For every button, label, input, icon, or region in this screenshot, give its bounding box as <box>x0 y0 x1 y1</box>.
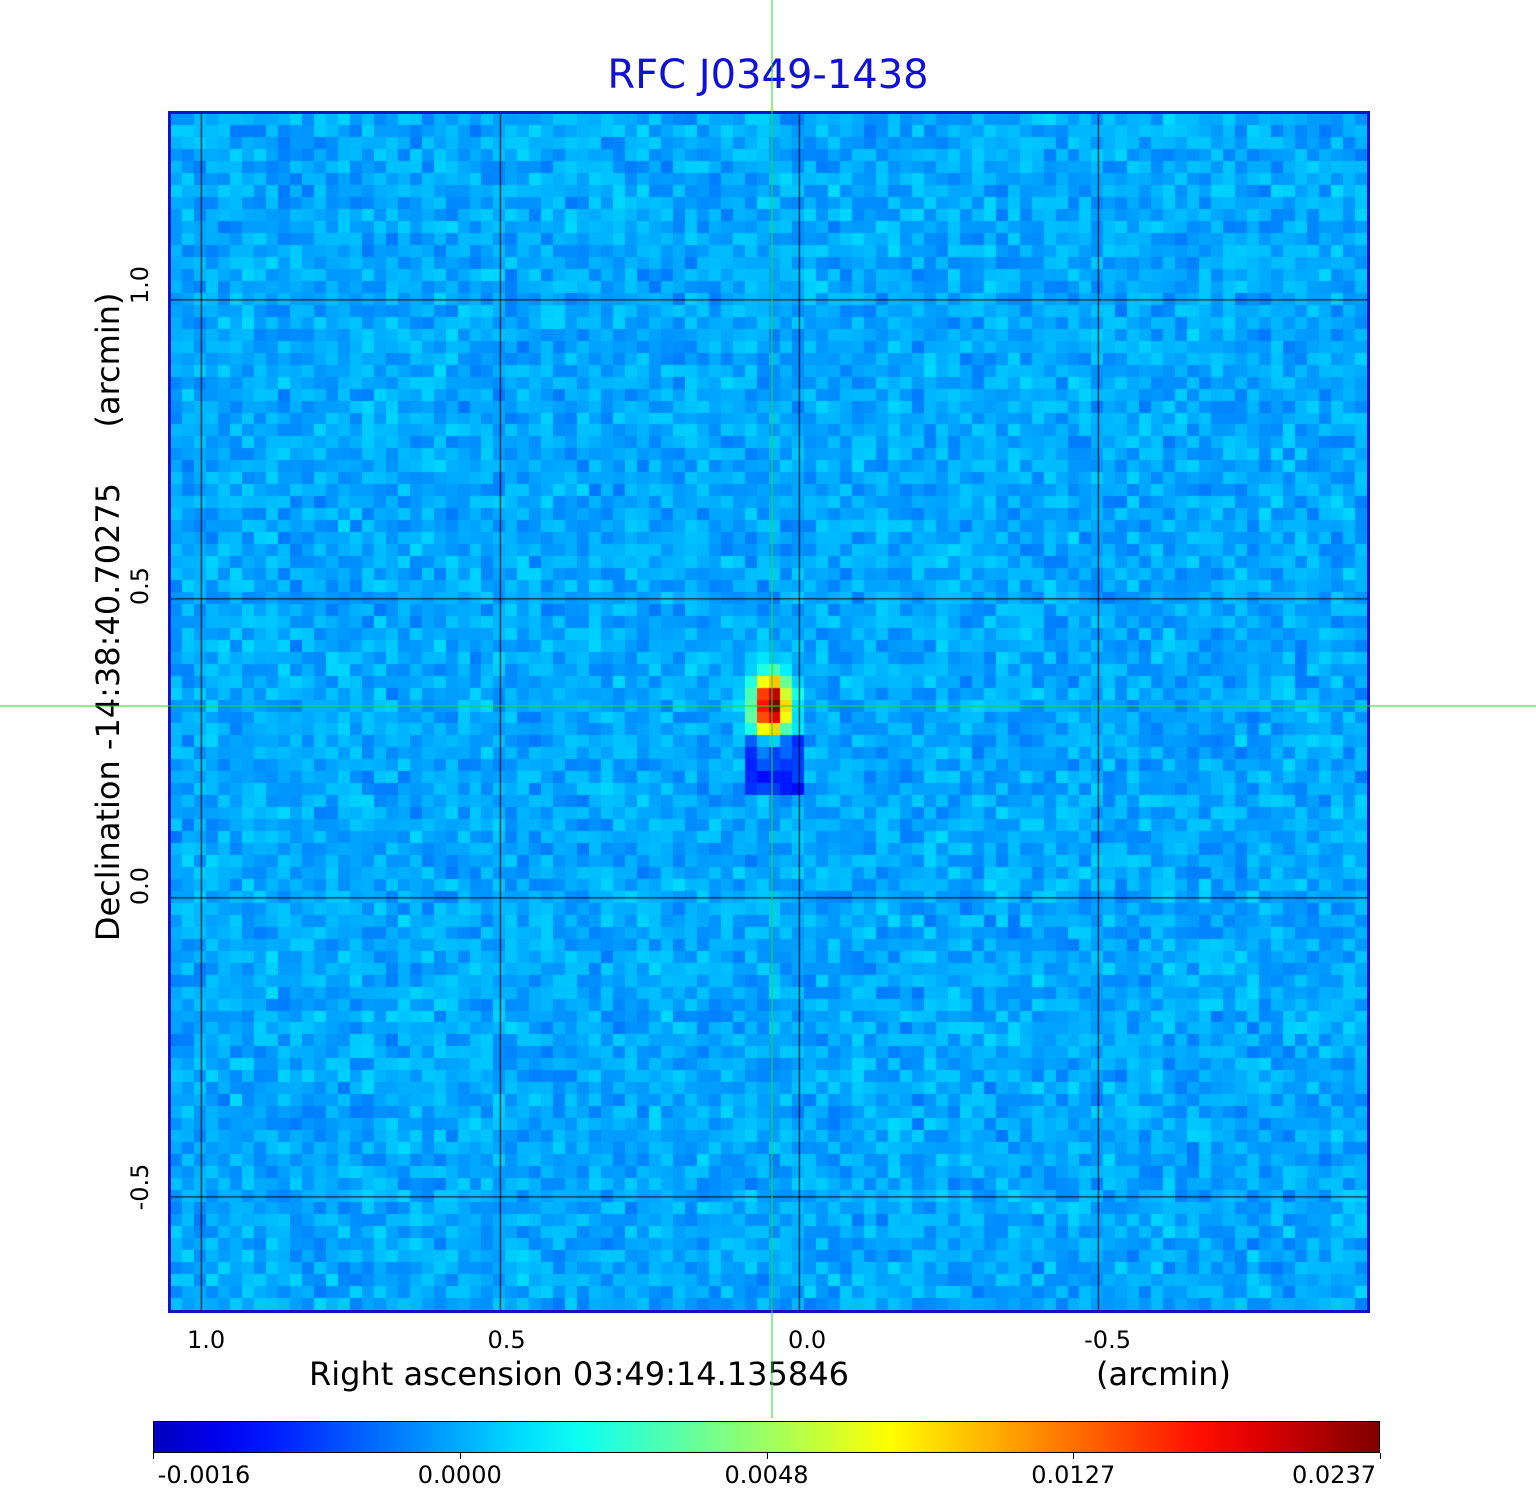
colorbar-tick-label: 0.0000 <box>417 1461 502 1489</box>
x-tick-label: 1.0 <box>186 1326 226 1354</box>
y-axis-unit: (arcmin) <box>89 292 127 428</box>
x-tick-label: 0.0 <box>787 1326 827 1354</box>
colorbar-tick-label: -0.0016 <box>157 1461 251 1489</box>
y-axis-label: Declination -14:38:40.70275 <box>89 482 127 942</box>
heatmap-image <box>171 114 1367 1310</box>
plot-area <box>168 111 1370 1313</box>
y-tick-label: 0.5 <box>126 566 154 605</box>
colorbar-tick-mark <box>766 1453 768 1459</box>
colorbar-tick-mark <box>1380 1453 1381 1459</box>
colorbar-tick-mark <box>459 1453 461 1459</box>
x-tick-label: -0.5 <box>1084 1326 1131 1354</box>
colorbar-tick-mark <box>1073 1453 1075 1459</box>
y-tick-label: 1.0 <box>126 266 154 305</box>
y-tick-label: 0.0 <box>126 867 154 906</box>
colorbar-tick-mark <box>153 1453 154 1459</box>
colorbar-tick-label: 0.0127 <box>1031 1461 1116 1489</box>
colorbar-tick-label: 0.0237 <box>1292 1461 1376 1489</box>
y-tick-label: -0.5 <box>126 1163 154 1211</box>
chart-title: RFC J0349-1438 <box>607 52 929 98</box>
colorbar-tick-label: 0.0048 <box>724 1461 809 1489</box>
colorbar <box>153 1421 1380 1453</box>
x-axis-label: Right ascension 03:49:14.135846 <box>309 1355 849 1393</box>
x-axis-unit: (arcmin) <box>1096 1355 1231 1393</box>
x-tick-label: 0.5 <box>487 1326 526 1354</box>
